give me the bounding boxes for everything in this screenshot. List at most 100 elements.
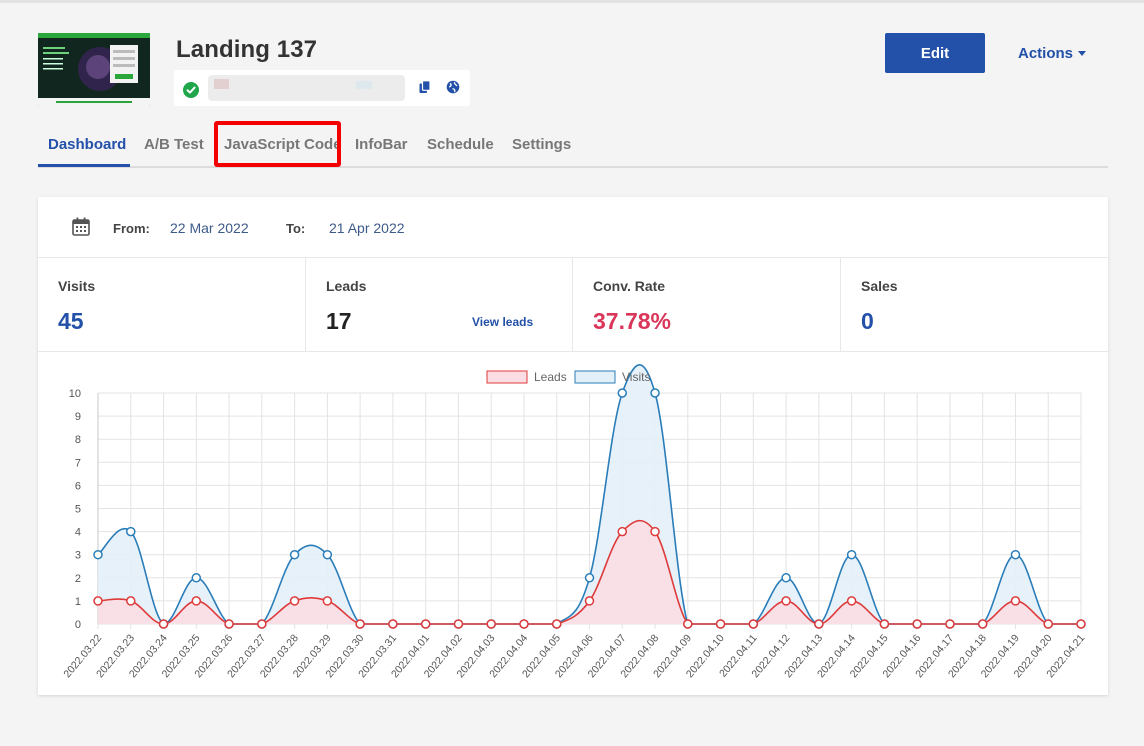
copy-icon[interactable] (418, 80, 432, 94)
leads-data-point (879, 619, 890, 629)
url-bar (174, 70, 470, 106)
leads-data-point (486, 619, 496, 629)
leads-data-point (1010, 596, 1021, 606)
to-label: To: (286, 221, 306, 236)
stat-value: 37.78% (593, 308, 672, 334)
published-check-icon (183, 82, 199, 98)
leads-data-point (617, 526, 628, 537)
actions-label: Actions (1018, 44, 1074, 62)
edit-button[interactable]: Edit (885, 33, 985, 73)
visits-data-point (322, 549, 333, 560)
top-border (0, 0, 1144, 3)
from-label: From: (113, 221, 150, 236)
leads-data-point (453, 619, 464, 629)
leads-data-point (912, 619, 922, 629)
leads-data-point (584, 596, 595, 606)
stat-label: Visits (58, 278, 96, 294)
legend-label-leads: Leads (534, 370, 567, 384)
tab-schedule[interactable]: Schedule (427, 136, 494, 153)
globe-icon[interactable] (446, 80, 460, 94)
leads-data-point (781, 596, 791, 606)
stat-label: Sales (861, 278, 898, 294)
leads-data-point (945, 619, 955, 629)
leads-data-point (846, 596, 857, 606)
leads-data-point (126, 596, 136, 606)
visits-data-point (191, 573, 202, 583)
stat-visits: Visits 45 (38, 258, 306, 351)
landing-thumbnail[interactable] (38, 33, 150, 106)
tab-dashboard[interactable]: Dashboard (48, 136, 127, 153)
y-tick-label: 5 (75, 504, 81, 516)
tab-ab-test[interactable]: A/B Test (144, 136, 204, 153)
to-date-input[interactable]: 21 Apr 2022 (329, 220, 405, 236)
landing-url-field[interactable] (208, 75, 405, 101)
stats-row: Visits 45 Leads 17 View leads Conv. Rate… (38, 258, 1108, 352)
leads-data-point (748, 619, 759, 629)
leads-data-point (289, 596, 300, 606)
y-tick-label: 1 (75, 596, 81, 608)
y-tick-label: 9 (75, 411, 81, 423)
leads-data-point (650, 526, 660, 537)
y-tick-label: 0 (75, 619, 81, 631)
leads-data-point (191, 596, 202, 606)
from-date-input[interactable]: 22 Mar 2022 (170, 220, 249, 236)
legend-label-visits: Visits (622, 370, 650, 384)
visits-data-point (650, 388, 660, 398)
stat-value: 45 (58, 308, 84, 334)
stat-conv-rate: Conv. Rate 37.78% (573, 258, 841, 351)
tab-infobar[interactable]: InfoBar (355, 136, 408, 153)
visits-data-point (93, 549, 103, 560)
visits-data-point (289, 549, 300, 560)
leads-data-point (158, 619, 169, 629)
visits-data-point (617, 388, 628, 398)
date-range-row: From: 22 Mar 2022 To: 21 Apr 2022 (38, 197, 1108, 258)
y-tick-label: 3 (75, 550, 81, 562)
y-tick-label: 7 (75, 457, 81, 469)
legend-swatch-leads (486, 370, 528, 384)
stat-label: Conv. Rate (593, 278, 666, 294)
leads-data-point (1043, 619, 1053, 629)
visits-data-point (846, 549, 857, 560)
leads-data-point (551, 619, 562, 629)
stat-value: 17 (326, 308, 352, 334)
url-redacted (214, 79, 229, 89)
actions-dropdown[interactable]: Actions (1012, 33, 1092, 73)
legend-swatch-visits (574, 370, 616, 384)
chart-area: 0 1 2 3 4 5 6 7 8 9 10 2022.03.22 2022.03.23 2022.03.… (38, 352, 1108, 695)
leads-data-point (814, 619, 824, 629)
leads-data-point (224, 619, 234, 629)
visits-data-point (1010, 549, 1021, 560)
y-tick-label: 2 (75, 573, 81, 585)
leads-data-point (1076, 619, 1086, 629)
leads-data-point (388, 619, 398, 629)
caret-down-icon (1078, 50, 1087, 56)
tab-bar: Dashboard A/B Test JavaScript Code InfoB… (38, 130, 1108, 168)
visits-data-point (781, 573, 791, 583)
active-tab-indicator (38, 164, 130, 167)
stat-label: Leads (326, 278, 367, 294)
y-tick-label: 6 (75, 480, 81, 492)
dashboard-card: From: 22 Mar 2022 To: 21 Apr 2022 Visits… (38, 197, 1108, 695)
leads-data-point (977, 619, 988, 629)
leads-data-point (420, 619, 431, 629)
page-title: Landing 137 (176, 36, 318, 63)
y-tick-label: 8 (75, 434, 81, 446)
leads-visits-chart: 0123456789102022.03.222022.03.232022.03.… (61, 364, 1087, 680)
tab-javascript-code[interactable]: JavaScript Code (224, 136, 342, 153)
stat-value: 0 (861, 308, 874, 334)
tab-settings[interactable]: Settings (512, 136, 572, 153)
stat-leads: Leads 17 View leads (306, 258, 573, 351)
calendar-icon[interactable] (72, 217, 90, 236)
leads-data-point (93, 596, 103, 606)
leads-data-point (257, 619, 267, 629)
y-tick-label: 4 (75, 527, 81, 539)
view-leads-link[interactable]: View leads (472, 315, 534, 329)
leads-data-point (683, 619, 693, 629)
leads-data-point (355, 619, 365, 629)
url-redacted (356, 81, 372, 89)
leads-data-point (715, 619, 726, 629)
leads-data-point (519, 619, 529, 629)
visits-data-point (584, 573, 595, 583)
y-tick-label: 10 (69, 388, 81, 400)
leads-data-point (322, 596, 333, 606)
